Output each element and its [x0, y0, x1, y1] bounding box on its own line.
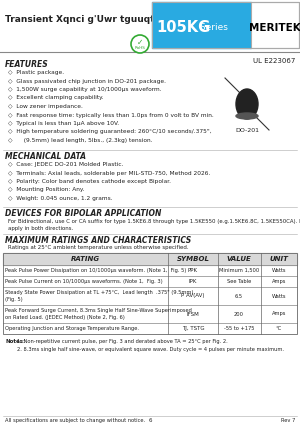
Text: ◇  Mounting Position: Any.: ◇ Mounting Position: Any. [8, 187, 84, 192]
Text: Ratings at 25°C ambient temperature unless otherwise specified.: Ratings at 25°C ambient temperature unle… [8, 245, 189, 250]
Text: Minimum 1,500: Minimum 1,500 [219, 268, 259, 273]
Text: 105KG: 105KG [156, 20, 210, 36]
Text: ◇  Excellent clamping capability.: ◇ Excellent clamping capability. [8, 95, 103, 100]
Text: UL E223067: UL E223067 [253, 58, 295, 64]
Text: ◇  Case: JEDEC DO-201 Molded Plastic.: ◇ Case: JEDEC DO-201 Molded Plastic. [8, 162, 123, 167]
Text: ◇  High temperature soldering guaranteed: 260°C/10 seconds/.375",: ◇ High temperature soldering guaranteed:… [8, 129, 211, 134]
Text: on Rated Load. (JEDEC Method) (Note 2, Fig. 6): on Rated Load. (JEDEC Method) (Note 2, F… [5, 315, 125, 320]
Ellipse shape [236, 113, 258, 119]
Circle shape [131, 35, 149, 53]
Bar [3, 253, 297, 334]
Text: IPK: IPK [189, 279, 197, 284]
Text: FEATURES: FEATURES [5, 60, 49, 69]
Text: IFSM: IFSM [187, 312, 200, 316]
Text: Rev 7: Rev 7 [281, 418, 295, 423]
Text: Series: Series [197, 23, 228, 33]
Text: Watts: Watts [272, 293, 286, 298]
Text: Peak Pulse Power Dissipation on 10/1000μs waveform. (Note 1,  Fig. 5): Peak Pulse Power Dissipation on 10/1000μ… [5, 268, 186, 273]
Text: MAXIMUM RATINGS AND CHARACTERISTICS: MAXIMUM RATINGS AND CHARACTERISTICS [5, 236, 191, 245]
Text: ◇  Terminals: Axial leads, solderable per MIL-STD-750, Method 2026.: ◇ Terminals: Axial leads, solderable per… [8, 170, 210, 176]
Text: See Table: See Table [227, 279, 251, 284]
Bar [152, 2, 251, 48]
Bar [3, 253, 297, 265]
Text: Watts: Watts [272, 268, 286, 273]
Text: -55 to +175: -55 to +175 [224, 326, 254, 331]
Text: ◇  Polarity: Color band denotes cathode except Bipolar.: ◇ Polarity: Color band denotes cathode e… [8, 179, 171, 184]
Text: °C: °C [276, 326, 282, 331]
Text: 6: 6 [148, 418, 152, 423]
Text: apply in both directions.: apply in both directions. [8, 226, 73, 231]
Text: ◇  Weight: 0.045 ounce, 1.2 grams.: ◇ Weight: 0.045 ounce, 1.2 grams. [8, 196, 112, 201]
Text: Transient Xqnci g'Uwr tguuqtu: Transient Xqnci g'Uwr tguuqtu [5, 16, 161, 25]
Text: PPK: PPK [188, 268, 198, 273]
Text: 6.5: 6.5 [235, 293, 243, 298]
Text: SYMBOL: SYMBOL [176, 256, 209, 262]
Text: All specifications are subject to change without notice.: All specifications are subject to change… [5, 418, 145, 423]
Text: Operating Junction and Storage Temperature Range.: Operating Junction and Storage Temperatu… [5, 326, 139, 331]
Text: ◇  Fast response time: typically less than 1.0ps from 0 volt to BV min.: ◇ Fast response time: typically less tha… [8, 112, 214, 117]
Ellipse shape [236, 89, 258, 119]
Text: MECHANICAL DATA: MECHANICAL DATA [5, 152, 86, 161]
Text: ◇  Glass passivated chip junction in DO-201 package.: ◇ Glass passivated chip junction in DO-2… [8, 78, 166, 84]
Text: Amps: Amps [272, 312, 286, 316]
Text: ◇  Plastic package.: ◇ Plastic package. [8, 70, 64, 75]
Text: (Fig. 5): (Fig. 5) [5, 297, 22, 302]
Text: 1. Non-repetitive current pulse, per Fig. 3 and derated above TA = 25°C per Fig.: 1. Non-repetitive current pulse, per Fig… [17, 339, 228, 344]
Text: Peak Pulse Current on 10/1000μs waveforms. (Note 1,  Fig. 3): Peak Pulse Current on 10/1000μs waveform… [5, 279, 163, 284]
Text: ◇      (9.5mm) lead length, 5lbs., (2.3kg) tension.: ◇ (9.5mm) lead length, 5lbs., (2.3kg) te… [8, 138, 152, 143]
Text: 200: 200 [234, 312, 244, 316]
Text: DO-201: DO-201 [235, 128, 259, 133]
Text: ◇  1,500W surge capability at 10/1000μs waveform.: ◇ 1,500W surge capability at 10/1000μs w… [8, 87, 162, 92]
Text: MERITEK: MERITEK [249, 23, 300, 33]
Text: 2. 8.3ms single half sine-wave, or equivalent square wave. Duty cycle = 4 pulses: 2. 8.3ms single half sine-wave, or equiv… [17, 346, 284, 351]
Text: Amps: Amps [272, 279, 286, 284]
Text: VALUE: VALUE [226, 256, 251, 262]
Text: RoHS: RoHS [135, 46, 146, 50]
Text: DEVICES FOR BIPOLAR APPLICATION: DEVICES FOR BIPOLAR APPLICATION [5, 209, 161, 218]
Text: ◇  Low zener impedance.: ◇ Low zener impedance. [8, 104, 83, 109]
Text: UNIT: UNIT [270, 256, 288, 262]
Text: TJ, TSTG: TJ, TSTG [182, 326, 204, 331]
Text: Notes:: Notes: [5, 339, 25, 344]
Text: Steady State Power Dissipation at TL +75°C,  Lead length  .375" (9.5mm).: Steady State Power Dissipation at TL +75… [5, 290, 195, 295]
Text: RATING: RATING [70, 256, 100, 262]
Bar [251, 2, 299, 48]
Text: ✓: ✓ [137, 37, 143, 47]
Text: For Bidirectional, use C or CA suffix for type 1.5KE6.8 through type 1.5KE550 (e: For Bidirectional, use C or CA suffix fo… [8, 219, 300, 224]
Text: P AV(AV): P AV(AV) [181, 293, 205, 298]
Bar [152, 2, 299, 48]
Text: Peak Forward Surge Current, 8.3ms Single Half Sine-Wave Superimposed: Peak Forward Surge Current, 8.3ms Single… [5, 308, 192, 313]
Text: ◇  Typical is less than 1μA above 10V.: ◇ Typical is less than 1μA above 10V. [8, 121, 119, 126]
